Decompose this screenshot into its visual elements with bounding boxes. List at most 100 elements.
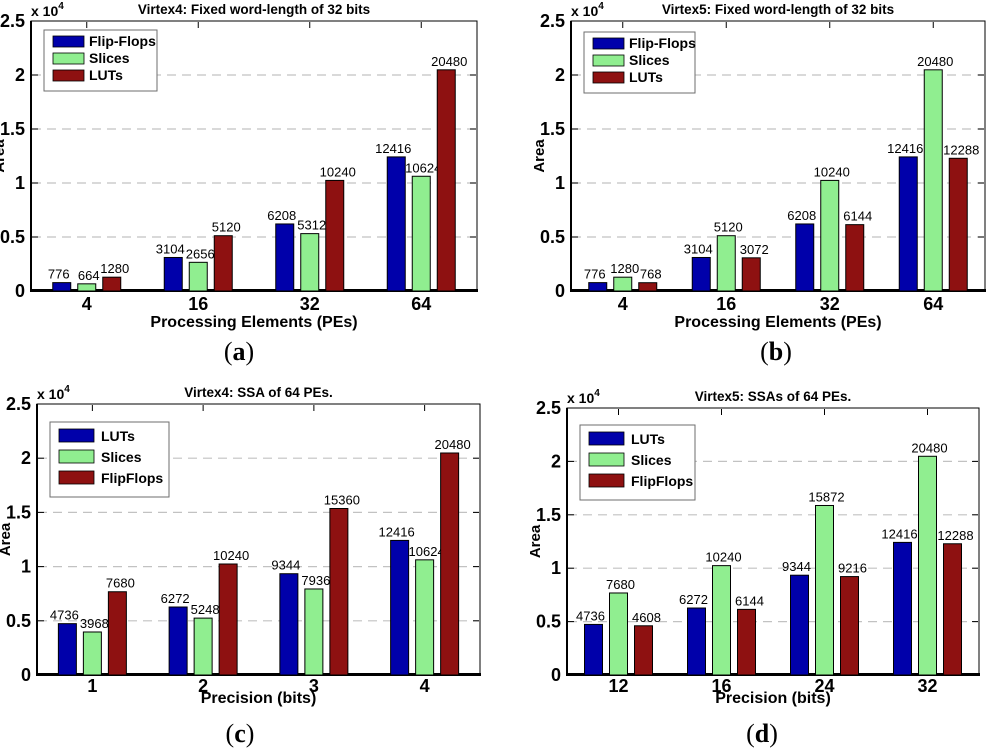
legend-swatch-blue xyxy=(58,428,95,443)
y-scale-exponent: 4 xyxy=(64,384,70,395)
bar-value-label: 15360 xyxy=(324,492,360,507)
caption-open: ( xyxy=(223,337,233,366)
x-tick-label: 4 xyxy=(618,294,628,314)
bar-flip-flops xyxy=(386,156,406,292)
bar-value-label: 6144 xyxy=(735,593,764,608)
legend-label: LUTs xyxy=(629,69,663,85)
bar-value-label: 12416 xyxy=(887,141,923,156)
bar-value-label: 768 xyxy=(640,267,662,282)
y-axis-line xyxy=(566,408,568,675)
bar-flipflops xyxy=(840,576,859,676)
y-tick-label: 1.5 xyxy=(536,505,561,525)
bar-luts xyxy=(638,282,658,292)
legend-label: Slices xyxy=(89,50,130,66)
x-tick-label: 64 xyxy=(923,294,943,314)
bar-value-label: 3968 xyxy=(80,616,109,631)
bar-slices xyxy=(188,261,208,292)
bar-value-label: 3104 xyxy=(156,241,185,256)
bar-slices xyxy=(82,631,102,676)
y-tick-label: 2.5 xyxy=(0,11,25,31)
bar-value-label: 7680 xyxy=(606,577,635,592)
bar-value-label: 776 xyxy=(48,267,70,282)
legend-swatch-green xyxy=(58,449,95,464)
bar-luts xyxy=(893,541,912,676)
legend-label: LUTs xyxy=(101,428,135,444)
x-tick-label: 3 xyxy=(309,676,319,696)
y-tick-label: 2.5 xyxy=(536,398,561,418)
y-axis-line xyxy=(570,21,572,291)
bar-luts xyxy=(436,69,456,292)
bar-slices xyxy=(193,617,213,676)
y-scale-base: x 10 xyxy=(567,390,594,406)
bar-value-label: 9344 xyxy=(782,559,811,574)
y-tick-label: 2 xyxy=(15,65,25,85)
chart-title: Virtex4: Fixed word-length of 32 bits xyxy=(138,2,370,17)
bar-value-label: 6208 xyxy=(267,208,296,223)
legend-swatch-red xyxy=(588,473,625,488)
bar-value-label: 10624 xyxy=(409,544,445,559)
bar-flip-flops xyxy=(898,156,918,292)
y-axis-title: Area xyxy=(531,139,548,173)
legend-swatch-blue xyxy=(592,37,625,50)
y-tick-label: 2 xyxy=(551,451,561,471)
chart-c: 0 0.5 1 1.5 2 2.5 1 4736 3968 7680 2 6272 5248 10240 3… xyxy=(0,375,500,749)
y-tick-label: 1.5 xyxy=(6,502,31,522)
x-tick-label: 16 xyxy=(711,676,731,696)
x-axis-title: Processing Elements (PEs) xyxy=(150,314,357,331)
caption-close: ) xyxy=(783,337,792,366)
caption-c: (c) xyxy=(226,719,255,749)
x-tick-label: 4 xyxy=(420,676,430,696)
bar-flipflops xyxy=(329,507,349,676)
bar-value-label: 4736 xyxy=(576,608,605,623)
y-axis-title: Area xyxy=(0,139,8,173)
x-axis-title: Processing Elements (PEs) xyxy=(674,314,881,331)
legend-swatch-red xyxy=(52,69,85,82)
caption-open: ( xyxy=(225,719,235,748)
bar-slices xyxy=(300,233,320,292)
x-tick-label: 12 xyxy=(608,676,628,696)
legend-label: FlipFlops xyxy=(631,473,693,489)
caption-letter: b xyxy=(768,337,784,366)
x-axis-title: Precision (bits) xyxy=(715,690,831,707)
bar-luts xyxy=(57,623,77,676)
bar-value-label: 9344 xyxy=(271,558,300,573)
x-tick-label: 32 xyxy=(820,294,840,314)
x-axis-title: Precision (bits) xyxy=(201,690,317,707)
legend-swatch-blue xyxy=(52,35,85,48)
x-tick-label: 1 xyxy=(87,676,97,696)
bar-luts xyxy=(390,539,410,676)
bar-flipflops xyxy=(440,452,460,676)
bar-value-label: 6272 xyxy=(679,592,708,607)
y-tick-label: 2 xyxy=(21,448,31,468)
bar-value-label: 2656 xyxy=(186,246,215,261)
bar-value-label: 1280 xyxy=(100,261,129,276)
y-tick-label: 0 xyxy=(555,281,565,301)
bar-slices xyxy=(820,179,840,292)
bar-flipflops xyxy=(634,625,653,676)
y-scale-base: x 10 xyxy=(571,3,598,19)
legend-label: FlipFlops xyxy=(101,470,163,486)
bar-value-label: 12416 xyxy=(881,526,917,541)
bar-value-label: 4608 xyxy=(632,610,661,625)
y-axis-line xyxy=(30,21,32,291)
y-axis-line xyxy=(36,404,38,675)
legend-label: Slices xyxy=(101,449,142,465)
bar-luts xyxy=(687,607,706,676)
y-scale-base: x 10 xyxy=(31,3,58,19)
bar-flip-flops xyxy=(52,282,72,292)
chart-a: 0 0.5 1 1.5 2 2.5 4 776 664 1280 16 3104 2656 5120 32 6… xyxy=(0,0,500,375)
bar-value-label: 7680 xyxy=(106,576,135,591)
caption-b: (b) xyxy=(760,337,792,367)
bar-value-label: 5120 xyxy=(212,220,241,235)
bar-value-label: 4736 xyxy=(50,608,79,623)
caption-letter: d xyxy=(754,719,770,748)
bar-value-label: 664 xyxy=(78,268,100,283)
bar-value-label: 12416 xyxy=(375,141,411,156)
y-tick-label: 0.5 xyxy=(6,611,31,631)
x-axis-line xyxy=(566,673,980,676)
bar-value-label: 5312 xyxy=(297,218,326,233)
y-tick-label: 1.5 xyxy=(0,119,25,139)
legend-swatch-green xyxy=(52,52,85,65)
